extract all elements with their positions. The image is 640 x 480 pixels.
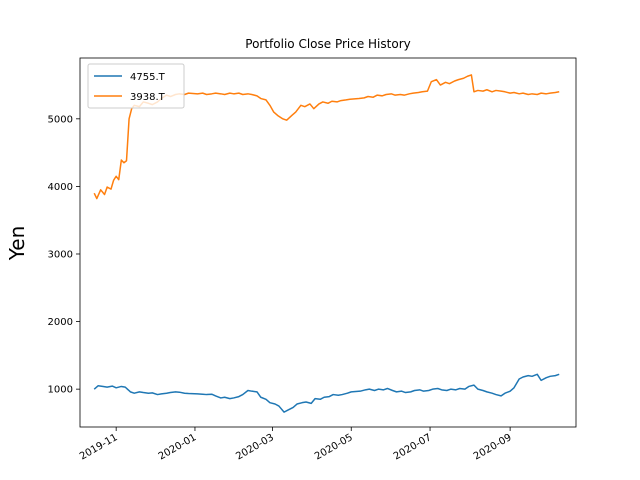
chart-title: Portfolio Close Price History bbox=[245, 37, 410, 51]
x-tick-label: 2019-11 bbox=[78, 432, 120, 462]
y-axis-ticks: 1000 2000 3000 4000 5000 bbox=[48, 114, 80, 396]
plot-frame bbox=[79, 57, 577, 428]
legend-label-3938.T: 3938.T bbox=[130, 92, 166, 103]
y-tick-label: 4000 bbox=[48, 182, 73, 193]
x-axis-ticks: 2019-11 2020-01 2020-03 2020-05 2020-07 2020-… bbox=[78, 427, 514, 462]
plot-area bbox=[93, 74, 560, 413]
legend-label-4755.T: 4755.T bbox=[130, 72, 166, 83]
x-tick-label: 2020-07 bbox=[392, 432, 434, 462]
y-axis-label: Yen bbox=[5, 226, 29, 262]
y-tick-label: 2000 bbox=[48, 317, 73, 328]
series-line-4755.T bbox=[93, 373, 560, 413]
x-tick-label: 2020-05 bbox=[313, 432, 355, 462]
y-tick-label: 3000 bbox=[48, 249, 73, 260]
x-tick-label: 2020-01 bbox=[157, 432, 199, 462]
x-tick-label: 2020-03 bbox=[234, 432, 276, 462]
y-tick-label: 5000 bbox=[48, 114, 73, 125]
x-tick-label: 2020-09 bbox=[472, 432, 514, 462]
legend: 4755.T 3938.T bbox=[87, 63, 185, 109]
y-tick-label: 1000 bbox=[48, 385, 73, 396]
legend-box bbox=[87, 63, 185, 109]
